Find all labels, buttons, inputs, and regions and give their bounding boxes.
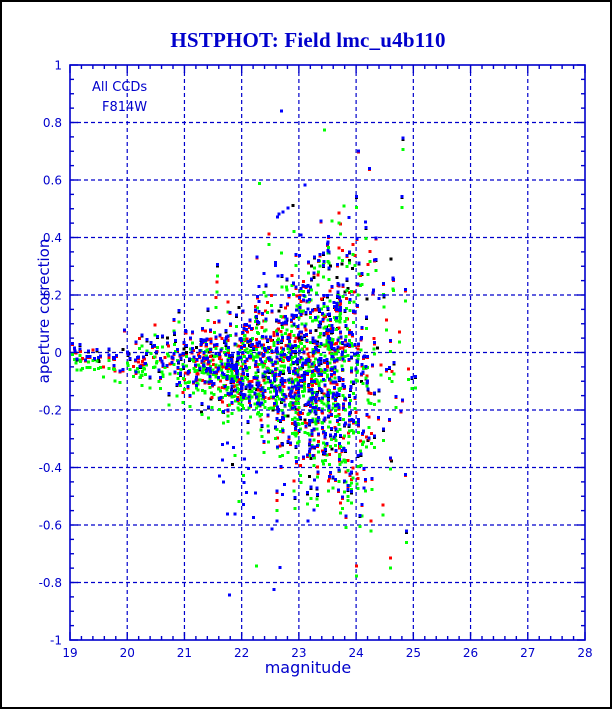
x-tick-label: 21 [177, 646, 192, 660]
x-tick-label: 28 [577, 646, 592, 660]
x-tick-label: 23 [291, 646, 306, 660]
x-axis-label: magnitude [264, 658, 352, 677]
y-tick-label: 0.4 [43, 231, 62, 245]
y-tick-label: -0.8 [39, 576, 62, 590]
y-tick-label: 0 [54, 346, 62, 360]
x-tick-label: 20 [120, 646, 135, 660]
x-tick-label: 27 [520, 646, 535, 660]
y-tick-label: 0.6 [43, 174, 62, 188]
x-tick-label: 25 [406, 646, 421, 660]
x-tick-label: 24 [348, 646, 363, 660]
annotation-all-ccds: All CCDs [92, 80, 148, 95]
series-0000ff [71, 109, 418, 597]
y-tick-label: -0.2 [39, 404, 62, 418]
y-tick-label: -1 [50, 634, 62, 648]
axis-ticks [69, 64, 586, 641]
y-tick-label: 0.2 [43, 289, 62, 303]
x-tick-label: 22 [234, 646, 249, 660]
y-tick-label: 1 [54, 59, 62, 73]
y-tick-label: -0.6 [39, 519, 62, 533]
x-tick-label: 26 [463, 646, 478, 660]
y-axis-label: aperture correction [35, 238, 53, 384]
chart-title: HSTPHOT: Field lmc_u4b110 [170, 28, 446, 52]
y-tick-label: -0.4 [39, 461, 62, 475]
annotation-filter: F814W [102, 100, 148, 115]
y-tick-label: 0.8 [43, 116, 62, 130]
tick-labels: 19 20 21 22 23 24 25 26 27 28 -1 -0.8 -0.6 -0.4 -0.2 0 0… [39, 59, 593, 661]
x-tick-label: 19 [62, 646, 77, 660]
